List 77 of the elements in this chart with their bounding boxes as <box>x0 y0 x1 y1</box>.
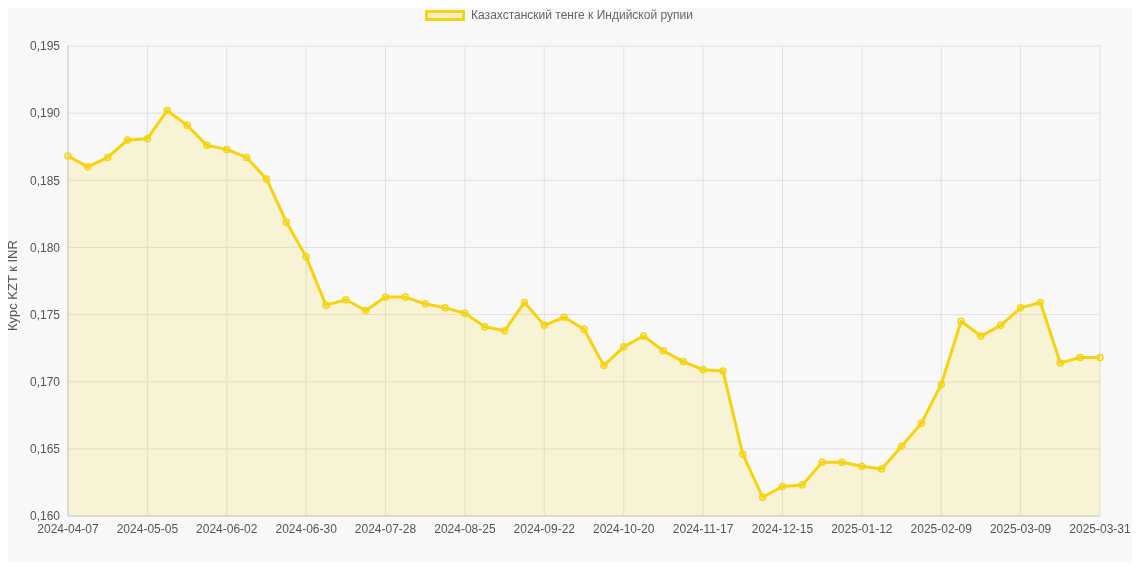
point <box>282 218 291 226</box>
y-axis-title: Курс KZT к INR <box>4 240 20 331</box>
point <box>997 321 1005 330</box>
point <box>441 304 449 312</box>
point <box>778 482 787 491</box>
point <box>917 419 926 428</box>
point <box>818 458 826 467</box>
point <box>163 106 171 115</box>
point <box>600 361 608 370</box>
point <box>421 300 429 308</box>
point <box>897 442 906 450</box>
y-tick-label: 0,195 <box>29 39 61 54</box>
point <box>500 326 509 335</box>
point <box>143 134 152 143</box>
point <box>520 298 529 307</box>
point <box>1076 353 1084 362</box>
y-tick-label: 0,165 <box>29 442 61 457</box>
x-tick-label: 2024-08-25 <box>434 521 496 536</box>
point <box>64 152 72 160</box>
point <box>699 365 707 374</box>
point <box>322 301 330 309</box>
y-tick-label: 0,185 <box>29 173 61 188</box>
x-tick-label: 2024-11-17 <box>672 521 734 536</box>
point <box>381 293 390 301</box>
point <box>937 380 945 389</box>
point <box>103 153 112 162</box>
y-tick-label: 0,190 <box>29 106 61 121</box>
point <box>461 309 469 317</box>
point <box>262 175 271 183</box>
point <box>123 136 132 144</box>
point <box>659 347 668 355</box>
point <box>877 465 886 473</box>
point <box>401 293 410 301</box>
point <box>977 332 985 340</box>
x-tick-label: 2024-06-02 <box>196 521 258 536</box>
point <box>361 306 370 315</box>
point <box>719 367 727 375</box>
point <box>580 325 588 334</box>
point <box>1016 304 1025 312</box>
x-tick-label: 2025-03-09 <box>989 521 1052 536</box>
point <box>1056 359 1065 367</box>
point <box>223 145 231 154</box>
point <box>242 153 251 162</box>
point <box>858 462 866 471</box>
point <box>619 343 628 351</box>
point <box>302 253 310 261</box>
y-tick-label: 0,180 <box>29 240 61 255</box>
x-tick-label: 2024-06-30 <box>275 521 338 536</box>
point <box>838 458 846 467</box>
y-tick-label: 0,160 <box>29 509 61 524</box>
point <box>798 481 807 489</box>
x-tick-label: 2024-09-22 <box>513 521 576 536</box>
point <box>540 321 549 330</box>
point <box>183 121 191 129</box>
x-tick-label: 2024-12-15 <box>751 521 814 536</box>
point <box>679 357 687 366</box>
point <box>758 493 767 501</box>
x-tick-label: 2024-04-07 <box>37 521 100 536</box>
point <box>481 322 489 331</box>
x-tick-label: 2025-02-09 <box>910 521 973 536</box>
point <box>84 163 92 171</box>
point <box>342 296 350 304</box>
legend-label: Казахстанский тенге к Индийской рупии <box>471 8 693 22</box>
y-tick-label: 0,175 <box>29 307 61 322</box>
point <box>639 332 648 340</box>
x-tick-label: 2024-07-28 <box>354 521 417 536</box>
point <box>739 450 747 458</box>
point <box>1096 353 1104 362</box>
x-tick-label: 2025-03-31 <box>1069 521 1132 536</box>
point <box>1036 298 1045 307</box>
x-tick-label: 2024-10-20 <box>593 521 655 536</box>
point <box>957 317 965 326</box>
point <box>203 141 211 150</box>
x-tick-label: 2025-01-12 <box>831 521 893 536</box>
point <box>560 313 568 322</box>
y-tick-label: 0,170 <box>29 374 61 389</box>
x-tick-label: 2024-05-05 <box>116 521 179 536</box>
